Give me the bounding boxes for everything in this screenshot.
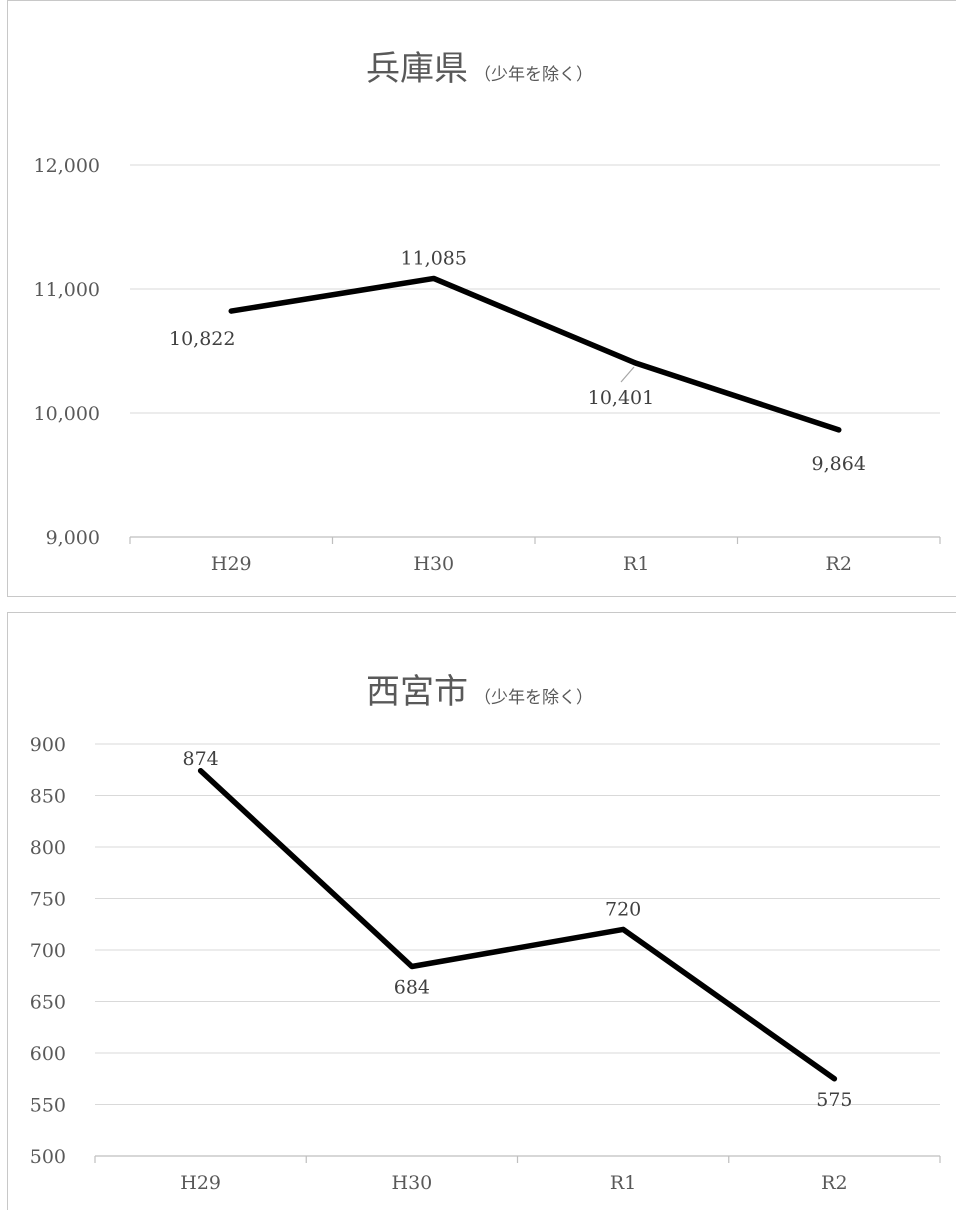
y-tick-label: 700 <box>30 940 66 962</box>
y-tick-label: 850 <box>30 786 66 808</box>
chart-title: 西宮市 <box>366 672 468 712</box>
x-axis <box>130 537 940 544</box>
y-tick-label: 750 <box>30 889 66 911</box>
series-line-path <box>231 278 839 429</box>
chart-subtitle: （少年を除く） <box>474 65 593 85</box>
y-tick-label: 9,000 <box>46 527 100 549</box>
data-label: 720 <box>605 898 641 920</box>
x-axis <box>95 1156 940 1163</box>
x-axis-labels: H29 H30 R1 R2 <box>180 1172 847 1194</box>
series-line <box>201 771 835 1079</box>
y-tick-label: 600 <box>30 1043 66 1065</box>
label-leader-line <box>621 367 634 382</box>
data-label: 10,822 <box>169 328 235 350</box>
data-label: 10,401 <box>588 387 654 409</box>
x-tick-label: H30 <box>413 553 454 575</box>
series-line <box>231 278 839 430</box>
data-label: 11,085 <box>401 247 467 269</box>
y-axis: 500 550 600 650 700 750 800 850 900 <box>30 734 66 1168</box>
chart-subtitle: （少年を除く） <box>474 688 593 708</box>
x-tick-label: R2 <box>826 553 852 575</box>
y-tick-label: 900 <box>30 734 66 756</box>
x-tick-label: R2 <box>821 1172 847 1194</box>
y-tick-label: 550 <box>30 1095 66 1117</box>
data-labels: 874 684 720 575 <box>182 748 852 1111</box>
data-label: 684 <box>394 976 430 998</box>
nishinomiya-chart-svg: 西宮市 （少年を除く） 500550600650700750800850900 … <box>8 613 956 1211</box>
x-tick-label: R1 <box>610 1172 636 1194</box>
x-tick-label: H29 <box>211 553 252 575</box>
data-label: 874 <box>182 748 218 770</box>
y-tick-label: 800 <box>30 837 66 859</box>
gridlines <box>95 744 940 1105</box>
y-tick-label: 12,000 <box>34 155 100 177</box>
gridlines <box>130 165 940 413</box>
x-axis-labels: H29 H30 R1 R2 <box>211 553 852 575</box>
data-label: 9,864 <box>812 453 866 475</box>
data-labels: 10,822 11,085 10,401 9,864 <box>169 247 866 474</box>
y-tick-label: 500 <box>30 1146 66 1168</box>
x-tick-label: R1 <box>623 553 649 575</box>
y-tick-label: 11,000 <box>34 279 100 301</box>
y-tick-label: 650 <box>30 992 66 1014</box>
x-tick-label: H29 <box>180 1172 221 1194</box>
data-label: 575 <box>816 1089 852 1111</box>
series-line-path <box>201 771 835 1079</box>
y-axis: 9,000 10,000 11,000 12,000 <box>34 155 100 549</box>
chart-title: 兵庫県 <box>366 49 468 89</box>
y-tick-label: 10,000 <box>34 403 100 425</box>
x-tick-label: H30 <box>392 1172 433 1194</box>
